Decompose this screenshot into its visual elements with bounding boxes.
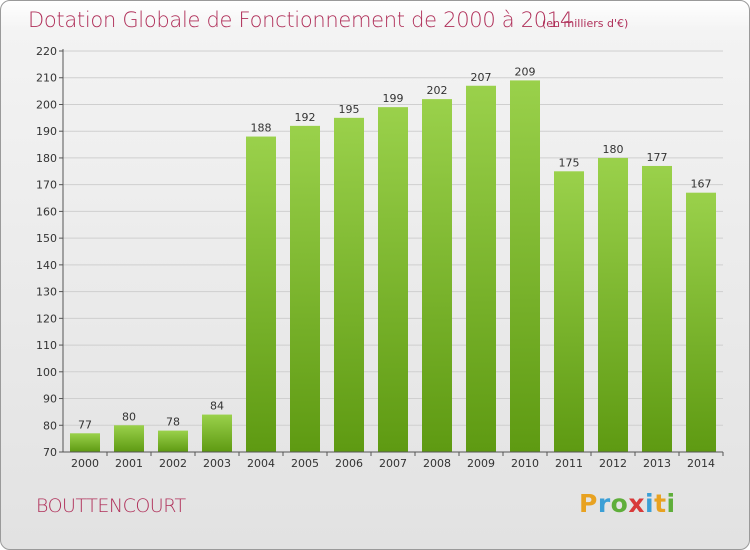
- x-tick-label: 2012: [599, 457, 627, 470]
- bar-2010: [510, 80, 540, 452]
- y-tick-label: 120: [36, 312, 57, 325]
- chart-title: Dotation Globale de Fonctionnement de 20…: [28, 8, 573, 32]
- y-tick-label: 70: [43, 446, 57, 459]
- proxiti-logo: Proxiti: [579, 489, 676, 518]
- y-tick-label: 90: [43, 393, 57, 406]
- data-label: 167: [691, 178, 712, 191]
- y-tick-label: 160: [36, 205, 57, 218]
- x-tick-label: 2009: [467, 457, 495, 470]
- bar-2001: [114, 425, 144, 452]
- data-label: 77: [78, 418, 92, 431]
- data-label: 177: [647, 151, 668, 164]
- y-tick-label: 130: [36, 286, 57, 299]
- y-tick-label: 100: [36, 366, 57, 379]
- data-label: 78: [166, 416, 180, 429]
- y-tick-label: 210: [36, 72, 57, 85]
- x-tick-label: 2010: [511, 457, 539, 470]
- bar-2003: [202, 414, 232, 452]
- data-label: 192: [295, 111, 316, 124]
- bars: 77 80 78 84 188 192 195 199 202 207 209 175 180 177 16…: [70, 65, 716, 453]
- bar-2013: [642, 165, 672, 452]
- data-label: 207: [471, 71, 492, 84]
- data-label: 195: [339, 103, 360, 116]
- x-tick-label: 2002: [159, 457, 187, 470]
- commune-name: BOUTTENCOURT: [36, 495, 186, 517]
- bar-2007: [378, 107, 408, 452]
- data-label: 202: [427, 84, 448, 97]
- x-tick-label: 2007: [379, 457, 407, 470]
- bar-2006: [334, 117, 364, 452]
- x-tick-label: 2001: [115, 457, 143, 470]
- x-tick-label: 2004: [247, 457, 275, 470]
- data-label: 209: [515, 65, 536, 78]
- y-tick-label: 170: [36, 179, 57, 192]
- bar-2004: [246, 136, 276, 452]
- x-tick-label: 2005: [291, 457, 319, 470]
- y-tick-label: 80: [43, 419, 57, 432]
- y-tick-label: 140: [36, 259, 57, 272]
- x-tick-label: 2000: [71, 457, 99, 470]
- x-tick-label: 2011: [555, 457, 583, 470]
- bar-2008: [422, 99, 452, 453]
- bar-2002: [158, 430, 188, 452]
- x-tick-label: 2003: [203, 457, 231, 470]
- y-tick-label: 180: [36, 152, 57, 165]
- bar-2005: [290, 125, 320, 452]
- y-tick-label: 220: [36, 45, 57, 58]
- data-label: 175: [559, 156, 580, 169]
- bar-2014: [686, 192, 716, 453]
- x-tick-label: 2008: [423, 457, 451, 470]
- x-tick-label: 2006: [335, 457, 363, 470]
- x-tick-label: 2013: [643, 457, 671, 470]
- y-tick-label: 190: [36, 125, 57, 138]
- bar-2009: [466, 85, 496, 453]
- chart-subtitle: (en milliers d'€): [542, 17, 629, 30]
- data-label: 188: [251, 122, 272, 135]
- data-label: 199: [383, 92, 404, 105]
- axes: 7080901001101201301401501601701801902002…: [36, 45, 724, 470]
- bar-2000: [70, 433, 100, 452]
- bar-2011: [554, 171, 584, 453]
- data-label: 84: [210, 400, 224, 413]
- y-tick-label: 110: [36, 339, 57, 352]
- bar-2012: [598, 157, 628, 452]
- y-tick-label: 150: [36, 232, 57, 245]
- y-tick-label: 200: [36, 98, 57, 111]
- x-tick-label: 2014: [687, 457, 715, 470]
- data-label: 80: [122, 410, 136, 423]
- data-label: 180: [603, 143, 624, 156]
